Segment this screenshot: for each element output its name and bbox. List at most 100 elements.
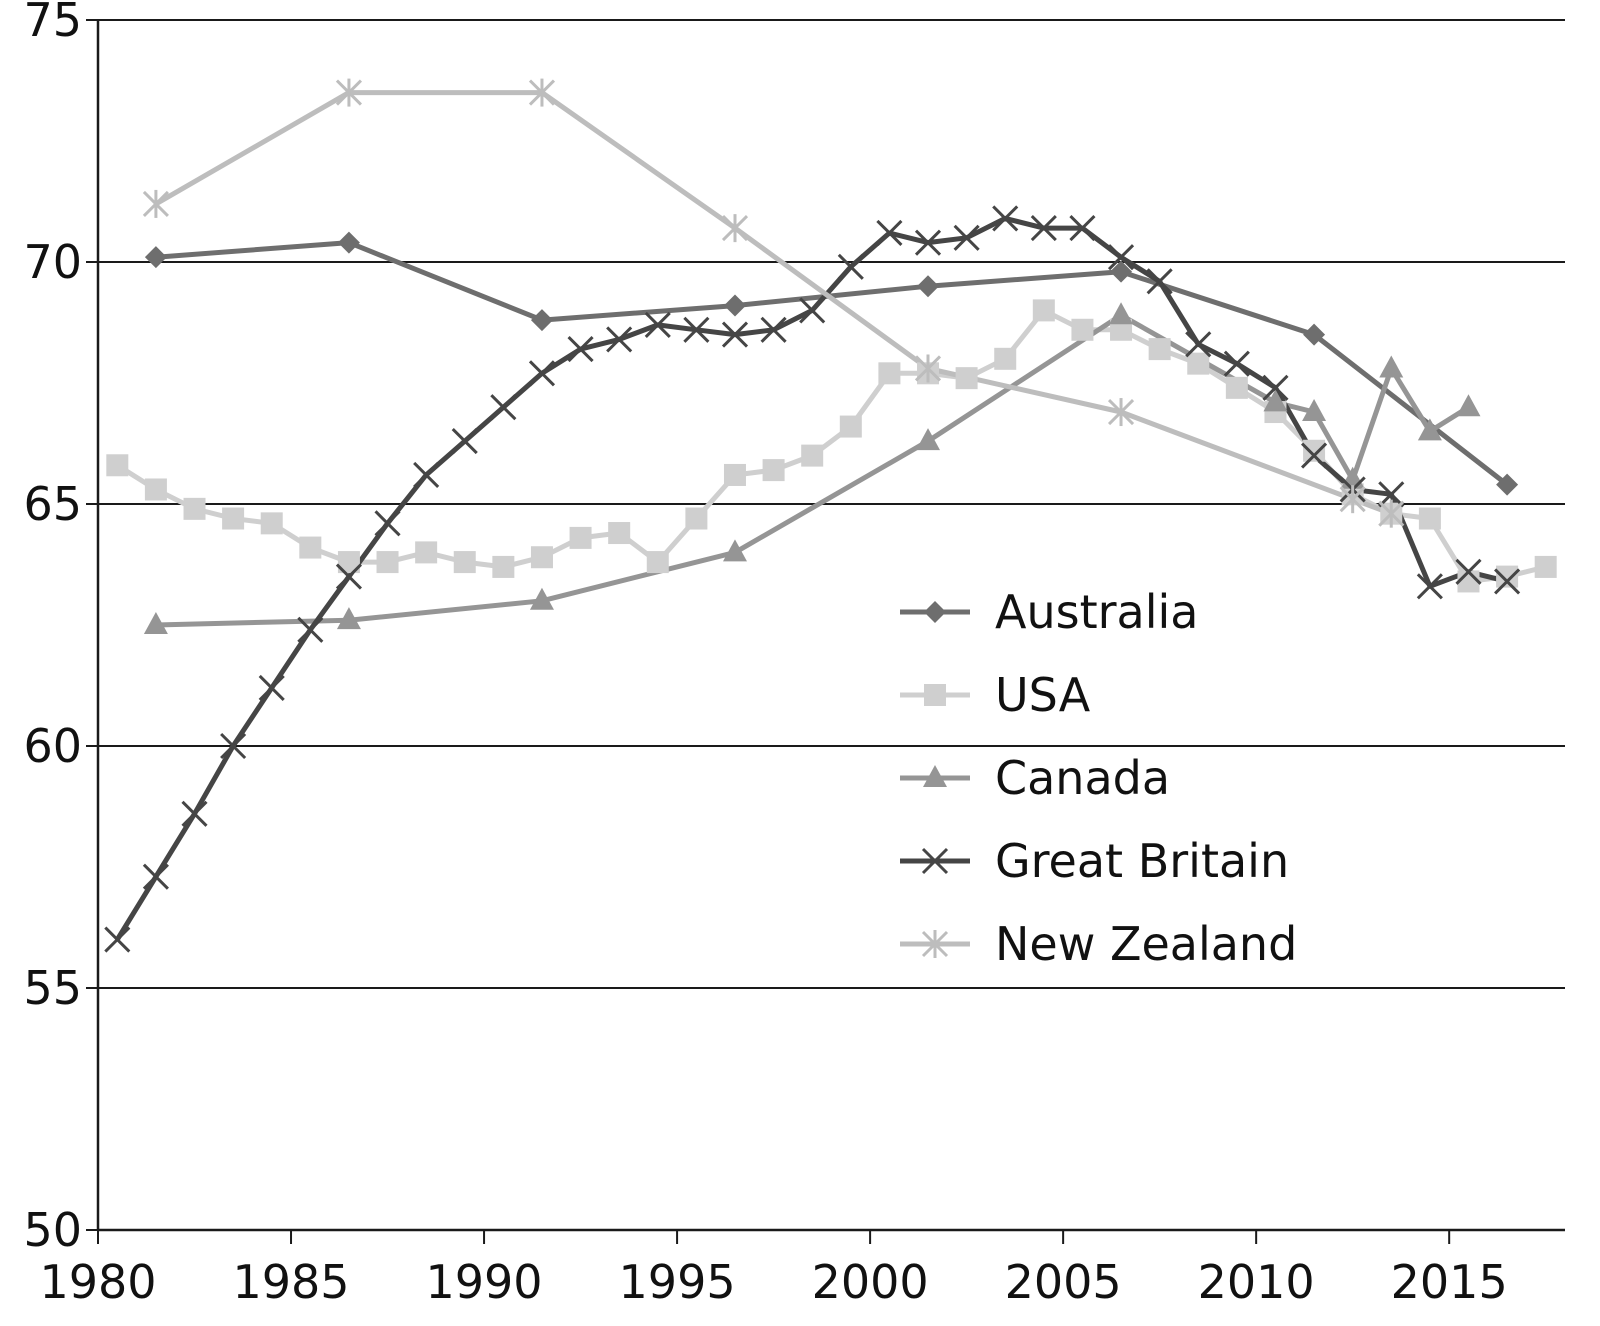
x-marker-stroke (374, 510, 401, 537)
x-marker-stroke (1185, 331, 1212, 358)
data-point-australia (1303, 323, 1326, 346)
data-point-great-britain (837, 253, 864, 280)
data-point-usa (1187, 352, 1210, 375)
legend-label: Canada (995, 751, 1170, 805)
data-point-great-britain (1223, 350, 1250, 377)
data-point-usa (1032, 299, 1055, 322)
data-point-canada (916, 428, 941, 451)
x-marker-stroke (760, 316, 787, 343)
data-point-great-britain (1146, 268, 1173, 295)
x-marker-stroke (683, 316, 710, 343)
x-marker-stroke (953, 224, 980, 251)
x-marker-stroke (297, 616, 324, 643)
legend-item-new-zealand: New Zealand (900, 917, 1297, 971)
data-point-usa (1418, 507, 1441, 530)
legend-label: USA (995, 668, 1091, 722)
data-point-great-britain (142, 863, 169, 890)
series-markers-great-britain (104, 205, 1521, 953)
x-marker-stroke (1455, 558, 1482, 585)
x-marker-stroke (528, 360, 556, 387)
data-point-great-britain (644, 311, 671, 338)
data-point-great-britain (1455, 558, 1482, 585)
data-point-australia (144, 246, 167, 269)
data-point-new-zealand (914, 354, 942, 383)
data-point-usa (106, 454, 129, 477)
data-point-usa (569, 526, 592, 549)
x-marker-stroke (1301, 442, 1328, 469)
data-point-great-britain (528, 360, 556, 387)
series-markers (104, 78, 1557, 953)
data-point-new-zealand (142, 189, 169, 218)
legend-item-australia: Australia (900, 585, 1198, 639)
data-point-great-britain (876, 219, 903, 247)
data-point-great-britain (1107, 244, 1135, 271)
data-point-usa (530, 546, 553, 569)
x-tick-label: 2005 (1005, 1255, 1122, 1309)
data-point-great-britain (683, 316, 710, 343)
y-tick-label: 55 (23, 961, 82, 1015)
data-point-great-britain (799, 297, 826, 324)
data-point-usa (260, 512, 283, 535)
x-marker-stroke (837, 253, 864, 280)
series-markers-new-zealand (142, 78, 1405, 528)
data-point-canada (1109, 302, 1134, 325)
x-marker-stroke (567, 336, 594, 363)
data-point-great-britain (1185, 331, 1212, 358)
x-marker-stroke (876, 219, 903, 247)
x-marker-stroke (142, 863, 169, 890)
legend-item-usa: USA (900, 668, 1091, 722)
data-point-great-britain (953, 224, 980, 251)
data-point-great-britain (1494, 568, 1521, 595)
data-point-usa (415, 541, 438, 564)
data-point-great-britain (258, 674, 285, 701)
data-point-usa (878, 362, 901, 385)
x-marker-stroke (451, 428, 478, 455)
y-tick-label: 50 (23, 1203, 82, 1257)
data-point-great-britain (1262, 374, 1289, 401)
x-marker-stroke (606, 326, 633, 353)
data-point-usa (144, 478, 167, 501)
x-tick-label: 1990 (426, 1255, 543, 1309)
data-point-usa (762, 459, 785, 482)
x-marker-stroke (921, 847, 949, 875)
data-point-great-britain (374, 510, 401, 537)
data-point-canada (336, 607, 361, 630)
x-marker-stroke (1416, 573, 1443, 600)
y-tick-label: 75 (23, 0, 82, 47)
data-point-great-britain (1416, 573, 1443, 600)
x-marker-stroke (1107, 244, 1135, 271)
tick-labels: 50 55 60 65 70 75 1980 1985 1990 1995 2000 2005 2010… (23, 0, 1507, 1309)
data-point-usa (299, 536, 322, 559)
data-point-australia (1110, 260, 1133, 283)
data-point-new-zealand (1378, 499, 1405, 528)
legend-marker (923, 765, 947, 787)
data-point-usa (1071, 318, 1094, 341)
legend-item-great-britain: Great Britain (900, 834, 1289, 888)
x-tick-label: 1985 (232, 1255, 349, 1309)
x-marker-stroke (220, 732, 247, 760)
data-point-new-zealand (528, 78, 556, 107)
x-marker-stroke (1494, 568, 1521, 595)
data-point-great-britain (413, 461, 440, 489)
data-point-usa (646, 551, 669, 574)
x-marker-stroke (1030, 215, 1057, 242)
data-point-usa (453, 551, 476, 574)
x-tick-label: 1995 (619, 1255, 736, 1309)
series-markers-australia (144, 231, 1519, 496)
data-point-great-britain (606, 326, 633, 353)
data-point-great-britain (181, 800, 208, 827)
x-marker-stroke (799, 297, 826, 324)
y-tick-label: 70 (23, 235, 82, 289)
series-line-new-zealand (154, 90, 1393, 517)
data-point-new-zealand (721, 214, 749, 243)
data-point-great-britain (1030, 215, 1057, 242)
legend-marker (921, 930, 949, 958)
legend-marker (924, 601, 946, 623)
data-point-canada (1417, 418, 1442, 441)
x-tick-label: 2000 (812, 1255, 929, 1309)
legend-label: Great Britain (995, 834, 1289, 888)
data-point-usa (955, 367, 978, 390)
x-marker-stroke (490, 394, 517, 421)
